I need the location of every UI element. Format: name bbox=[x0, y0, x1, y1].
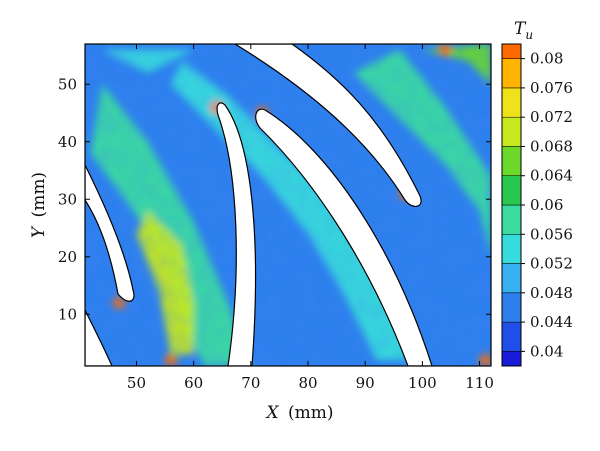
colorbar: 0.04 0.044 0.048 0.052 0.056 0.06 0.064 0.068 0.… bbox=[501, 43, 573, 367]
x-tick-label: 90 bbox=[356, 374, 375, 392]
x-tick-label: 100 bbox=[408, 374, 437, 392]
colorbar-tick-label: 0.068 bbox=[530, 137, 573, 155]
colorbar-swatch bbox=[501, 146, 522, 176]
x-tick-label: 50 bbox=[127, 374, 146, 392]
y-tick-label: 10 bbox=[58, 305, 77, 323]
blade-cutout bbox=[85, 309, 113, 366]
y-tick-label: 40 bbox=[58, 133, 77, 151]
colorbar-tick-label: 0.044 bbox=[530, 313, 573, 331]
colorbar-swatch bbox=[501, 263, 522, 294]
colorbar-swatch bbox=[501, 234, 522, 264]
colorbar-tick-label: 0.048 bbox=[530, 284, 573, 302]
blade-cutout bbox=[216, 102, 257, 366]
plot-frame bbox=[84, 43, 492, 367]
x-tick-label: 110 bbox=[465, 374, 494, 392]
colorbar-tick-label: 0.06 bbox=[530, 196, 563, 214]
colorbar-tick-label: 0.052 bbox=[530, 255, 573, 273]
x-tick-label: 60 bbox=[184, 374, 203, 392]
x-axis: 50 60 70 80 90 100 110 bbox=[127, 44, 494, 392]
contour-field bbox=[85, 44, 491, 366]
blade-cutout bbox=[85, 164, 135, 302]
colorbar-title: Tu bbox=[514, 19, 533, 42]
y-axis-title: Y (mm) bbox=[29, 172, 49, 238]
colorbar-tick-label: 0.08 bbox=[530, 50, 563, 68]
colorbar-title-sub: u bbox=[525, 28, 533, 42]
colorbar-swatch bbox=[501, 175, 522, 206]
y-axis: 10 20 30 40 50 bbox=[58, 75, 491, 323]
colorbar-tick-label: 0.04 bbox=[530, 342, 563, 360]
colorbar-swatch bbox=[501, 292, 522, 323]
colorbar-swatch bbox=[501, 116, 522, 147]
colorbar-tick-label: 0.072 bbox=[530, 108, 573, 126]
x-axis-title-unit: (mm) bbox=[288, 403, 334, 423]
colorbar-swatch bbox=[501, 204, 522, 235]
x-tick-label: 70 bbox=[241, 374, 260, 392]
y-tick-label: 50 bbox=[58, 75, 77, 93]
y-axis-title-var: Y bbox=[29, 225, 49, 238]
y-tick-label: 20 bbox=[58, 248, 77, 266]
field-texture bbox=[85, 44, 491, 366]
x-axis-title: X (mm) bbox=[264, 403, 333, 423]
y-tick-label: 30 bbox=[58, 190, 77, 208]
x-tick-label: 80 bbox=[298, 374, 317, 392]
colorbar-swatch bbox=[501, 43, 522, 59]
colorbar-tick-label: 0.056 bbox=[530, 225, 573, 243]
blade-cutout bbox=[233, 44, 422, 207]
colorbar-title-main: T bbox=[514, 19, 527, 39]
colorbar-tick-label: 0.064 bbox=[530, 167, 573, 185]
x-axis-title-var: X bbox=[264, 403, 279, 423]
colorbar-swatch bbox=[501, 351, 522, 367]
colorbar-swatch bbox=[501, 321, 522, 352]
colorbar-swatch bbox=[501, 87, 522, 118]
colorbar-tick-label: 0.076 bbox=[530, 79, 573, 97]
y-axis-title-unit: (mm) bbox=[29, 172, 49, 218]
blade-cutout bbox=[255, 108, 433, 366]
colorbar-swatch bbox=[501, 58, 522, 89]
